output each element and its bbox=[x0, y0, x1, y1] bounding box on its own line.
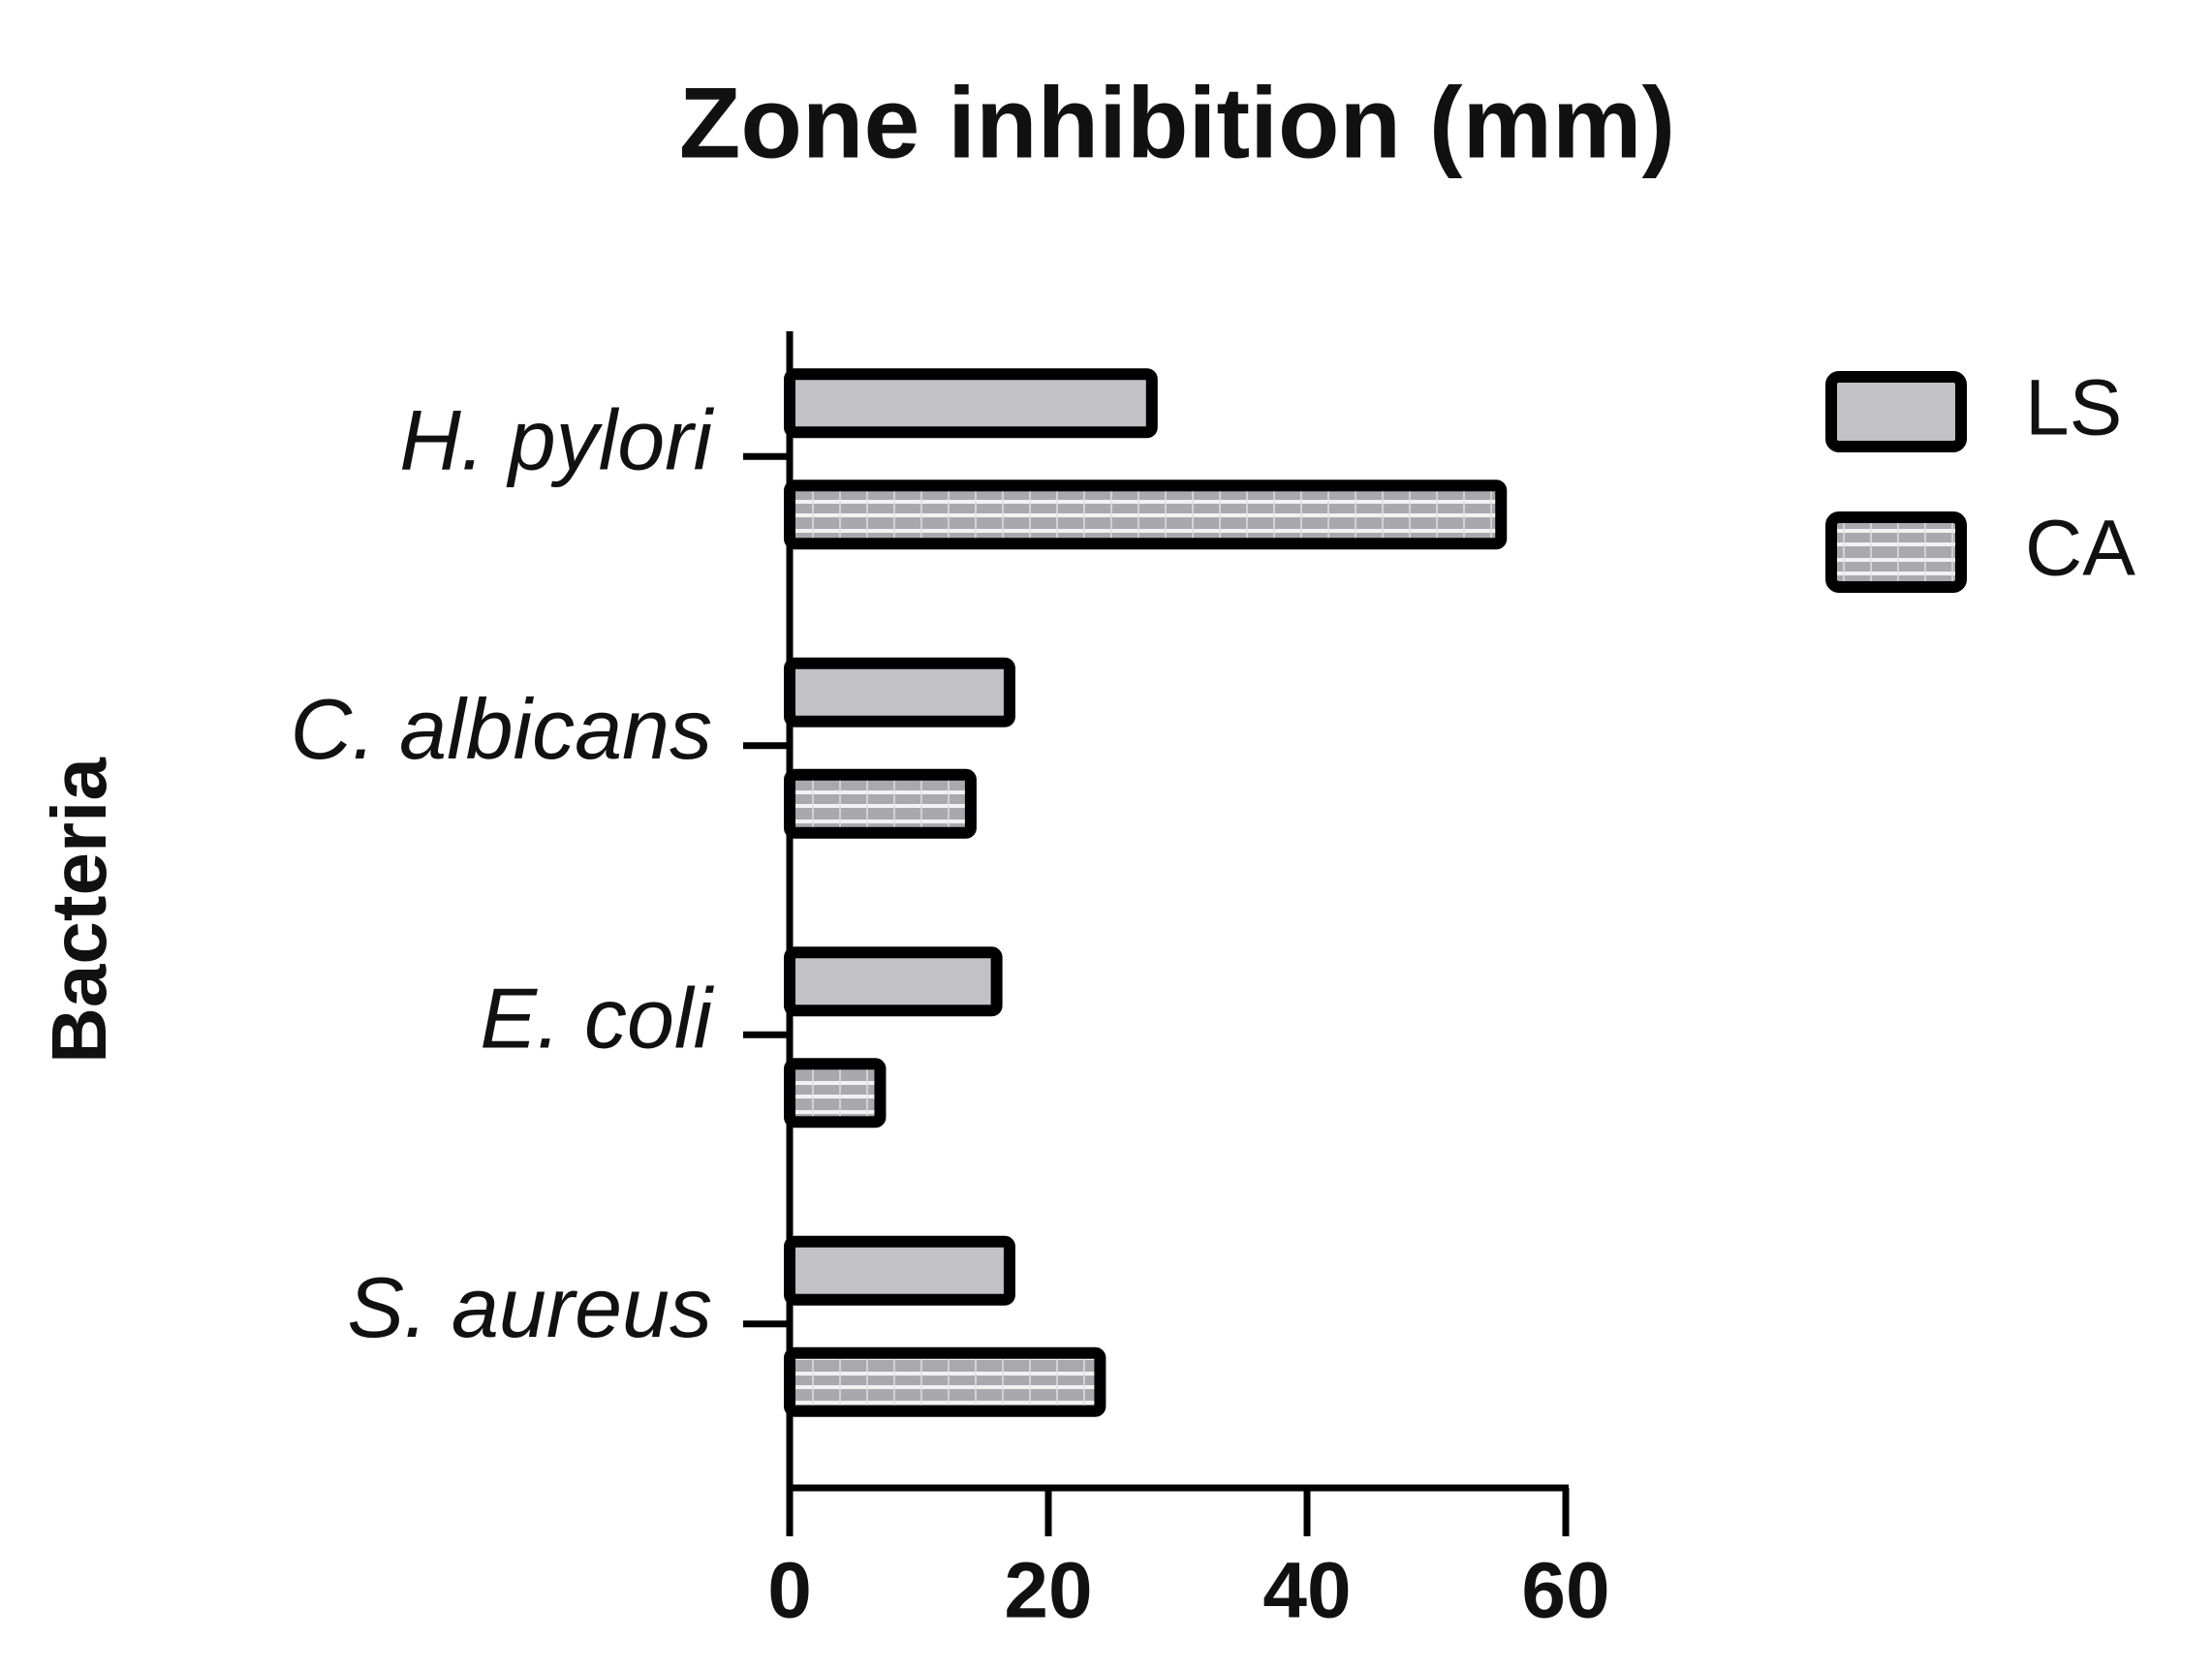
y-tick-label: H. pylori bbox=[399, 392, 714, 488]
x-tick-label: 40 bbox=[1262, 1547, 1351, 1635]
legend-label: LS bbox=[2025, 364, 2122, 452]
bar bbox=[784, 1058, 887, 1129]
y-tick-label: S. aureus bbox=[347, 1259, 712, 1355]
bar bbox=[784, 768, 977, 839]
chart-title: Zone inhibition (mm) bbox=[679, 67, 1675, 179]
bar bbox=[784, 1346, 1106, 1417]
bar bbox=[784, 657, 1015, 727]
y-tick-label: E. coli bbox=[480, 971, 714, 1067]
x-tick-label: 0 bbox=[767, 1547, 812, 1635]
legend-label: CA bbox=[2025, 505, 2135, 593]
y-axis-label: Bacteria bbox=[36, 758, 122, 1064]
y-tick-label: C. albicans bbox=[291, 681, 712, 777]
bar bbox=[784, 479, 1508, 550]
bar bbox=[784, 368, 1158, 439]
x-tick-label: 60 bbox=[1521, 1547, 1609, 1635]
legend-swatch bbox=[1825, 511, 1967, 593]
bar bbox=[784, 946, 1003, 1017]
x-tick-label: 20 bbox=[1004, 1547, 1092, 1635]
legend-swatch bbox=[1825, 371, 1967, 452]
bar bbox=[784, 1235, 1015, 1306]
